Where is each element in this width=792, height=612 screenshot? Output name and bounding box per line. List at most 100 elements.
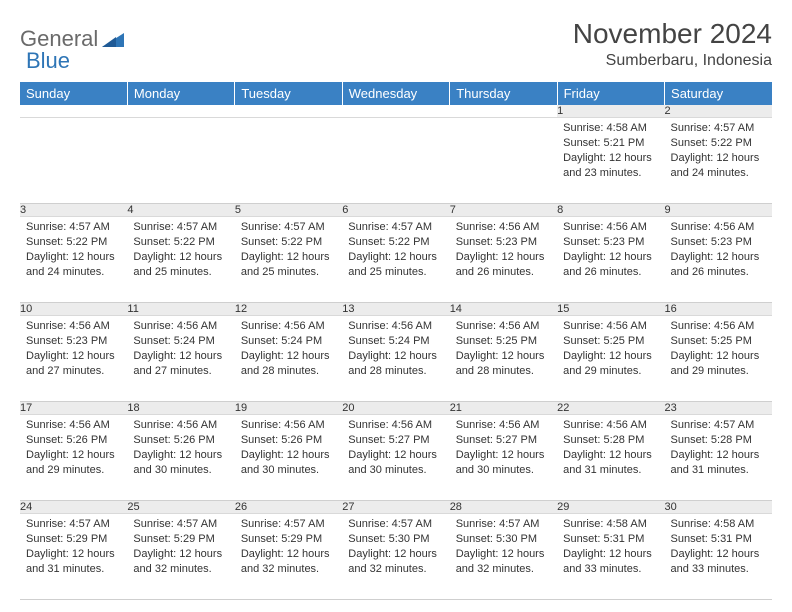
day-cell-content: Sunrise: 4:57 AMSunset: 5:22 PMDaylight:… [342, 217, 449, 283]
daylight-line: Daylight: 12 hours and 28 minutes. [348, 350, 437, 377]
weekday-header: Thursday [450, 82, 557, 105]
daylight-line: Daylight: 12 hours and 32 minutes. [456, 548, 545, 575]
day-cell: Sunrise: 4:57 AMSunset: 5:22 PMDaylight:… [342, 217, 449, 303]
sunrise-line: Sunrise: 4:56 AM [26, 320, 110, 332]
sunset-line: Sunset: 5:29 PM [241, 533, 322, 545]
day-number-cell: 22 [557, 402, 664, 415]
day-cell [127, 118, 234, 204]
sunset-line: Sunset: 5:31 PM [671, 533, 752, 545]
day-cell: Sunrise: 4:56 AMSunset: 5:24 PMDaylight:… [235, 316, 342, 402]
daylight-line: Daylight: 12 hours and 25 minutes. [348, 251, 437, 278]
day-cell-content: Sunrise: 4:56 AMSunset: 5:28 PMDaylight:… [557, 415, 664, 481]
day-number-cell: 25 [127, 501, 234, 514]
sunset-line: Sunset: 5:30 PM [456, 533, 537, 545]
day-number-cell: 30 [665, 501, 772, 514]
sunrise-line: Sunrise: 4:56 AM [456, 419, 540, 431]
sunset-line: Sunset: 5:22 PM [133, 236, 214, 248]
day-cell-content: Sunrise: 4:56 AMSunset: 5:26 PMDaylight:… [20, 415, 127, 481]
day-cell-content: Sunrise: 4:57 AMSunset: 5:30 PMDaylight:… [342, 514, 449, 580]
daylight-line: Daylight: 12 hours and 32 minutes. [241, 548, 330, 575]
sunset-line: Sunset: 5:23 PM [26, 335, 107, 347]
daylight-line: Daylight: 12 hours and 23 minutes. [563, 152, 652, 179]
day-cell: Sunrise: 4:56 AMSunset: 5:23 PMDaylight:… [557, 217, 664, 303]
day-cell-content: Sunrise: 4:57 AMSunset: 5:22 PMDaylight:… [235, 217, 342, 283]
day-number-cell: 23 [665, 402, 772, 415]
day-number-cell [450, 105, 557, 118]
day-cell-content: Sunrise: 4:57 AMSunset: 5:29 PMDaylight:… [127, 514, 234, 580]
sunset-line: Sunset: 5:23 PM [456, 236, 537, 248]
day-number-cell [235, 105, 342, 118]
sunset-line: Sunset: 5:24 PM [348, 335, 429, 347]
weekday-header: Friday [557, 82, 664, 105]
sunrise-line: Sunrise: 4:56 AM [348, 419, 432, 431]
day-number-cell: 12 [235, 303, 342, 316]
sunrise-line: Sunrise: 4:56 AM [348, 320, 432, 332]
day-number-cell: 14 [450, 303, 557, 316]
weekday-header: Sunday [20, 82, 127, 105]
daylight-line: Daylight: 12 hours and 33 minutes. [671, 548, 760, 575]
daylight-line: Daylight: 12 hours and 26 minutes. [563, 251, 652, 278]
day-cell: Sunrise: 4:57 AMSunset: 5:22 PMDaylight:… [235, 217, 342, 303]
day-data-row: Sunrise: 4:56 AM Sunset: 5:26 PM Daylight:… [20, 415, 772, 501]
sunrise-line: Sunrise: 4:57 AM [348, 518, 432, 530]
sunrise-line: Sunrise: 4:58 AM [671, 518, 755, 530]
sunset-line: Sunset: 5:28 PM [671, 434, 752, 446]
daylight-line: Daylight: 12 hours and 31 minutes. [26, 548, 115, 575]
header: General November 2024 Sumberbaru, Indone… [20, 18, 772, 70]
day-cell-content: Sunrise: 4:56 AMSunset: 5:24 PMDaylight:… [235, 316, 342, 382]
day-cell: Sunrise: 4:56 AM Sunset: 5:24 PM Daylight:… [342, 316, 449, 402]
sunrise-line: Sunrise: 4:56 AM [133, 320, 217, 332]
day-cell: Sunrise: 4:57 AMSunset: 5:28 PMDaylight:… [665, 415, 772, 501]
day-cell-content: Sunrise: 4:57 AMSunset: 5:28 PMDaylight:… [665, 415, 772, 481]
day-number-cell: 13 [342, 303, 449, 316]
day-number-cell: 11 [127, 303, 234, 316]
daylight-line: Daylight: 12 hours and 24 minutes. [26, 251, 115, 278]
day-cell-content: Sunrise: 4:56 AMSunset: 5:27 PMDaylight:… [450, 415, 557, 481]
sunset-line: Sunset: 5:23 PM [563, 236, 644, 248]
day-cell-content: Sunrise: 4:58 AMSunset: 5:21 PMDaylight:… [557, 118, 664, 184]
day-cell: Sunrise: 4:57 AMSunset: 5:29 PMDaylight:… [235, 514, 342, 600]
day-number-cell: 21 [450, 402, 557, 415]
sunset-line: Sunset: 5:31 PM [563, 533, 644, 545]
daylight-line: Daylight: 12 hours and 25 minutes. [133, 251, 222, 278]
day-number-cell: 19 [235, 402, 342, 415]
day-cell: Sunrise: 4:58 AM Sunset: 5:31 PM Daylight:… [665, 514, 772, 600]
sunrise-line: Sunrise: 4:58 AM [563, 122, 647, 134]
daylight-line: Daylight: 12 hours and 30 minutes. [456, 449, 545, 476]
day-cell-content: Sunrise: 4:57 AMSunset: 5:22 PMDaylight:… [665, 118, 772, 184]
day-cell-content: Sunrise: 4:56 AMSunset: 5:25 PMDaylight:… [450, 316, 557, 382]
sunrise-line: Sunrise: 4:56 AM [456, 320, 540, 332]
weekday-header: Saturday [665, 82, 772, 105]
sunset-line: Sunset: 5:26 PM [26, 434, 107, 446]
day-number-cell: 15 [557, 303, 664, 316]
day-cell: Sunrise: 4:56 AMSunset: 5:25 PMDaylight:… [665, 316, 772, 402]
day-cell: Sunrise: 4:57 AMSunset: 5:30 PMDaylight:… [342, 514, 449, 600]
calendar-header-row: SundayMondayTuesdayWednesdayThursdayFrid… [20, 82, 772, 105]
sunset-line: Sunset: 5:26 PM [241, 434, 322, 446]
day-cell-content: Sunrise: 4:57 AMSunset: 5:29 PMDaylight:… [20, 514, 127, 580]
sunrise-line: Sunrise: 4:56 AM [563, 320, 647, 332]
sunrise-line: Sunrise: 4:57 AM [348, 221, 432, 233]
sunrise-line: Sunrise: 4:57 AM [671, 122, 755, 134]
daylight-line: Daylight: 12 hours and 33 minutes. [563, 548, 652, 575]
day-number-cell: 28 [450, 501, 557, 514]
weekday-header: Monday [127, 82, 234, 105]
sunrise-line: Sunrise: 4:56 AM [241, 419, 325, 431]
day-cell-content: Sunrise: 4:58 AM Sunset: 5:31 PM Daylight:… [665, 514, 772, 580]
daylight-line: Daylight: 12 hours and 27 minutes. [133, 350, 222, 377]
day-cell-content: Sunrise: 4:56 AM Sunset: 5:24 PM Daylight:… [342, 316, 449, 382]
sunrise-line: Sunrise: 4:56 AM [26, 419, 110, 431]
day-cell-content: Sunrise: 4:57 AMSunset: 5:30 PMDaylight:… [450, 514, 557, 580]
day-number-cell [342, 105, 449, 118]
month-title: November 2024 [573, 18, 772, 50]
daylight-line: Daylight: 12 hours and 29 minutes. [671, 350, 760, 377]
day-cell: Sunrise: 4:56 AMSunset: 5:23 PMDaylight:… [20, 316, 127, 402]
sunset-line: Sunset: 5:30 PM [348, 533, 429, 545]
day-number-row: 17181920212223 [20, 402, 772, 415]
day-cell-content: Sunrise: 4:56 AMSunset: 5:25 PMDaylight:… [557, 316, 664, 382]
sunrise-line: Sunrise: 4:56 AM [671, 221, 755, 233]
sunrise-line: Sunrise: 4:57 AM [133, 221, 217, 233]
day-number-cell [127, 105, 234, 118]
day-cell-content: Sunrise: 4:56 AMSunset: 5:27 PMDaylight:… [342, 415, 449, 481]
daylight-line: Daylight: 12 hours and 29 minutes. [563, 350, 652, 377]
